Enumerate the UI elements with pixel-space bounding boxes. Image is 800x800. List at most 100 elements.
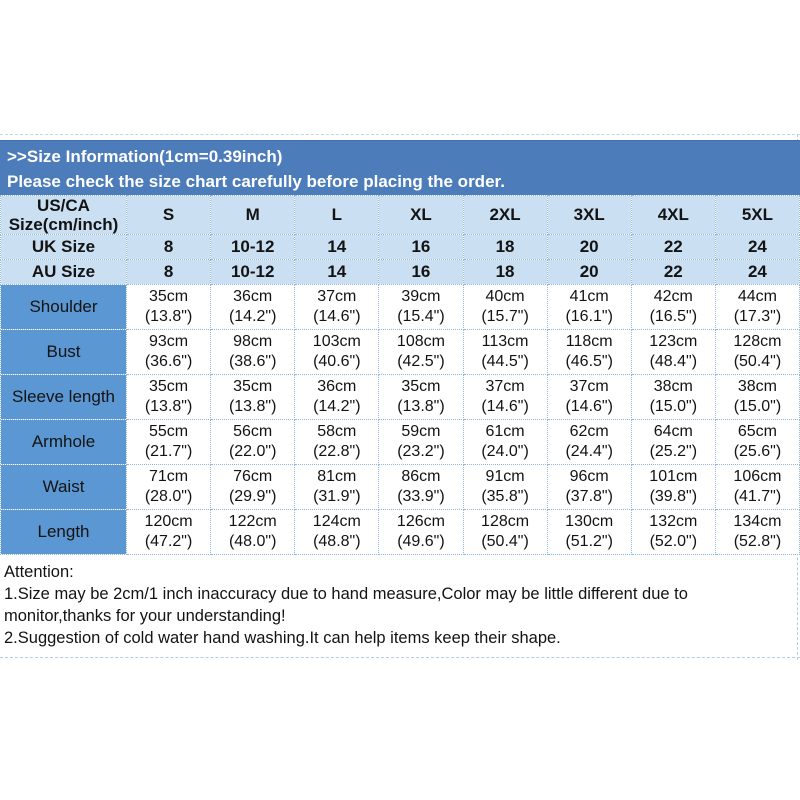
size-value-cell: 8 xyxy=(125,259,212,285)
measurement-row: Waist 71cm (28.0") 76cm (29.9") 81cm (31.9") 86… xyxy=(0,464,800,510)
inch-value: (14.2") xyxy=(228,308,277,325)
cm-value: 59cm xyxy=(401,423,441,440)
cm-value: 40cm xyxy=(485,288,525,305)
cm-value: 35cm xyxy=(149,288,189,305)
cm-value: 62cm xyxy=(569,423,609,440)
measurement-cell: 62cm (24.4") xyxy=(546,419,632,465)
cm-value: 58cm xyxy=(317,423,357,440)
measurement-cell: 106cm (41.7") xyxy=(714,464,800,510)
cm-value: 93cm xyxy=(149,333,189,350)
inch-value: (37.8") xyxy=(565,488,613,505)
size-value-cell: 20 xyxy=(546,234,632,260)
cm-value: 56cm xyxy=(233,423,273,440)
measurement-cell: 103cm (40.6") xyxy=(294,329,380,375)
size-value-cell: 10-12 xyxy=(210,234,296,260)
measurement-cell: 35cm (13.8") xyxy=(378,374,464,420)
banner-subtitle: Please check the size chart carefully be… xyxy=(7,172,505,191)
cm-value: 55cm xyxy=(149,423,189,440)
size-column-header: 2XL xyxy=(462,195,548,235)
inch-value: (13.8") xyxy=(144,398,193,415)
size-column-header: M xyxy=(210,195,296,235)
inch-value: (24.0") xyxy=(481,443,529,460)
measurement-cell: 59cm (23.2") xyxy=(378,419,464,465)
measurement-cell: 128cm (50.4") xyxy=(462,509,548,555)
inch-value: (48.8") xyxy=(313,533,361,550)
cm-value: 123cm xyxy=(649,333,698,350)
cm-value: 36cm xyxy=(317,378,357,395)
cm-value: 35cm xyxy=(233,378,273,395)
cm-value: 39cm xyxy=(401,288,441,305)
size-column-header: XL xyxy=(378,195,464,235)
cm-value: 35cm xyxy=(401,378,441,395)
size-value-cell: 22 xyxy=(630,259,716,285)
measurement-cell: 134cm (52.8") xyxy=(714,509,800,555)
inch-value: (14.6") xyxy=(481,398,529,415)
corner-header: US/CA Size(cm/inch) xyxy=(0,195,127,235)
cm-value: 86cm xyxy=(401,468,441,485)
measurement-cell: 61cm (24.0") xyxy=(462,419,548,465)
inch-value: (28.0") xyxy=(144,488,193,505)
cm-value: 35cm xyxy=(149,378,189,395)
size-value-cell: 10-12 xyxy=(210,259,296,285)
measurement-cell: 35cm (13.8") xyxy=(125,374,212,420)
inch-value: (21.7") xyxy=(144,443,193,460)
cm-value: 41cm xyxy=(569,288,609,305)
cm-value: 98cm xyxy=(233,333,273,350)
cm-value: 124cm xyxy=(312,513,361,530)
size-value-cell: 14 xyxy=(294,259,380,285)
size-value-cell: 14 xyxy=(294,234,380,260)
inch-value: (15.7") xyxy=(481,308,529,325)
measurement-cell: 55cm (21.7") xyxy=(125,419,212,465)
inch-value: (22.0") xyxy=(228,443,277,460)
size-value-cell: 18 xyxy=(462,259,548,285)
cm-value: 71cm xyxy=(149,468,189,485)
row-label: Waist xyxy=(0,464,127,510)
inch-value: (36.6") xyxy=(144,353,193,370)
measurement-cell: 36cm (14.2") xyxy=(294,374,380,420)
measurement-cell: 42cm (16.5") xyxy=(630,284,716,330)
inch-value: (41.7") xyxy=(733,488,782,505)
row-label: Armhole xyxy=(0,419,127,465)
inch-value: (25.2") xyxy=(649,443,698,460)
measurement-cell: 118cm (46.5") xyxy=(546,329,632,375)
measurement-cell: 96cm (37.8") xyxy=(546,464,632,510)
size-column-header: S xyxy=(125,195,212,235)
measurement-cell: 71cm (28.0") xyxy=(125,464,212,510)
inch-value: (50.4") xyxy=(481,533,529,550)
cm-value: 113cm xyxy=(481,333,529,350)
size-table: US/CA Size(cm/inch) S M L XL 2XL 3XL 4XL 5XL UK Si… xyxy=(0,195,800,555)
row-label: UK Size xyxy=(0,234,127,260)
cm-value: 106cm xyxy=(733,468,782,485)
inch-value: (40.6") xyxy=(313,353,361,370)
inch-value: (44.5") xyxy=(481,353,529,370)
inch-value: (48.4") xyxy=(649,353,698,370)
inch-value: (23.2") xyxy=(397,443,445,460)
measurement-cell: 86cm (33.9") xyxy=(378,464,464,510)
measurement-cell: 113cm (44.5") xyxy=(462,329,548,375)
inch-value: (15.0") xyxy=(649,398,698,415)
cm-value: 120cm xyxy=(144,513,193,530)
measurement-cell: 39cm (15.4") xyxy=(378,284,464,330)
cm-value: 96cm xyxy=(569,468,609,485)
uk-size-row: UK Size 8 10-12 14 16 18 20 22 24 xyxy=(0,234,800,260)
cm-value: 101cm xyxy=(649,468,698,485)
attention-item-1: 1.Size may be 2cm/1 inch inaccuracy due … xyxy=(4,585,688,625)
measurement-cell: 37cm (14.6") xyxy=(294,284,380,330)
cm-value: 42cm xyxy=(653,288,693,305)
measurement-cell: 123cm (48.4") xyxy=(630,329,716,375)
au-size-row: AU Size 8 10-12 14 16 18 20 22 24 xyxy=(0,259,800,285)
cm-value: 126cm xyxy=(396,513,445,530)
measurement-cell: 58cm (22.8") xyxy=(294,419,380,465)
size-column-header: 3XL xyxy=(546,195,632,235)
inch-value: (24.4") xyxy=(565,443,613,460)
row-label: Bust xyxy=(0,329,127,375)
size-column-header: L xyxy=(294,195,380,235)
inch-value: (50.4") xyxy=(733,353,782,370)
measurement-cell: 38cm (15.0") xyxy=(630,374,716,420)
size-header-row: US/CA Size(cm/inch) S M L XL 2XL 3XL 4XL 5XL xyxy=(0,195,800,235)
cm-value: 44cm xyxy=(737,288,777,305)
cm-value: 128cm xyxy=(481,513,530,530)
inch-value: (16.5") xyxy=(649,308,698,325)
measurement-cell: 108cm (42.5") xyxy=(378,329,464,375)
attention-heading: Attention: xyxy=(4,563,74,581)
